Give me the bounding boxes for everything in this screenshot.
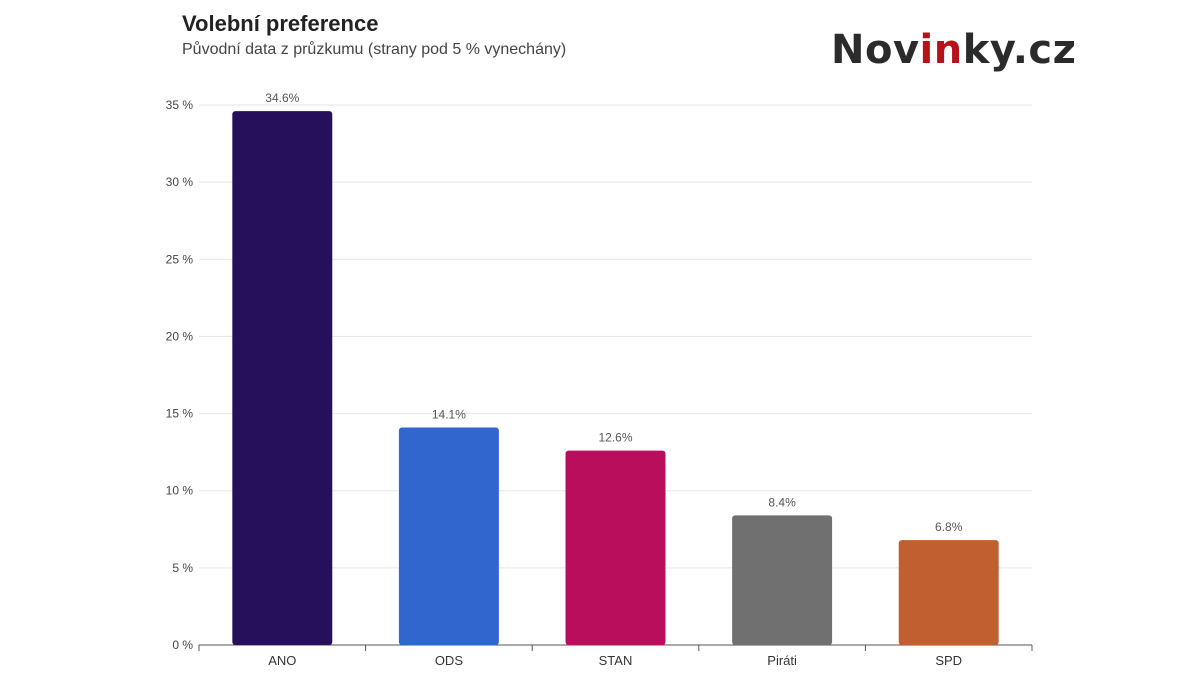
- novinky-logo: Novinky.cz: [831, 24, 1076, 76]
- bar-pir-ti: [732, 515, 833, 645]
- y-tick-label-25: 25 %: [166, 252, 194, 266]
- data-label-ods: 14.1%: [432, 407, 466, 421]
- logo-suffix: ky.cz: [962, 27, 1077, 73]
- x-tick-label-stan: STAN: [599, 653, 633, 668]
- data-label-pir-ti: 8.4%: [768, 495, 796, 509]
- y-tick-label-10: 10 %: [166, 484, 194, 498]
- x-tick-label-ano: ANO: [268, 653, 296, 668]
- y-tick-label-20: 20 %: [166, 329, 194, 343]
- y-tick-label-0: 0 %: [172, 638, 193, 652]
- bar-stan: [565, 450, 666, 645]
- bar-ods: [398, 427, 499, 645]
- data-label-spd: 6.8%: [935, 520, 963, 534]
- y-tick-label-15: 15 %: [166, 407, 194, 421]
- y-tick-label-30: 30 %: [166, 175, 194, 189]
- data-label-stan: 12.6%: [598, 431, 632, 445]
- data-label-ano: 34.6%: [265, 91, 299, 105]
- y-tick-label-35: 35 %: [166, 98, 194, 112]
- logo-highlight: in: [919, 27, 963, 73]
- x-tick-label-spd: SPD: [935, 653, 962, 668]
- bar-ano: [232, 111, 333, 645]
- x-tick-label-pir-ti: Piráti: [767, 653, 797, 668]
- y-tick-label-5: 5 %: [172, 561, 193, 575]
- chart-title: Volební preference: [182, 11, 379, 36]
- bar-spd: [898, 540, 999, 645]
- chart-subtitle: Původní data z průzkumu (strany pod 5 % …: [182, 41, 567, 58]
- x-tick-label-ods: ODS: [435, 653, 464, 668]
- logo-prefix: Nov: [831, 27, 920, 73]
